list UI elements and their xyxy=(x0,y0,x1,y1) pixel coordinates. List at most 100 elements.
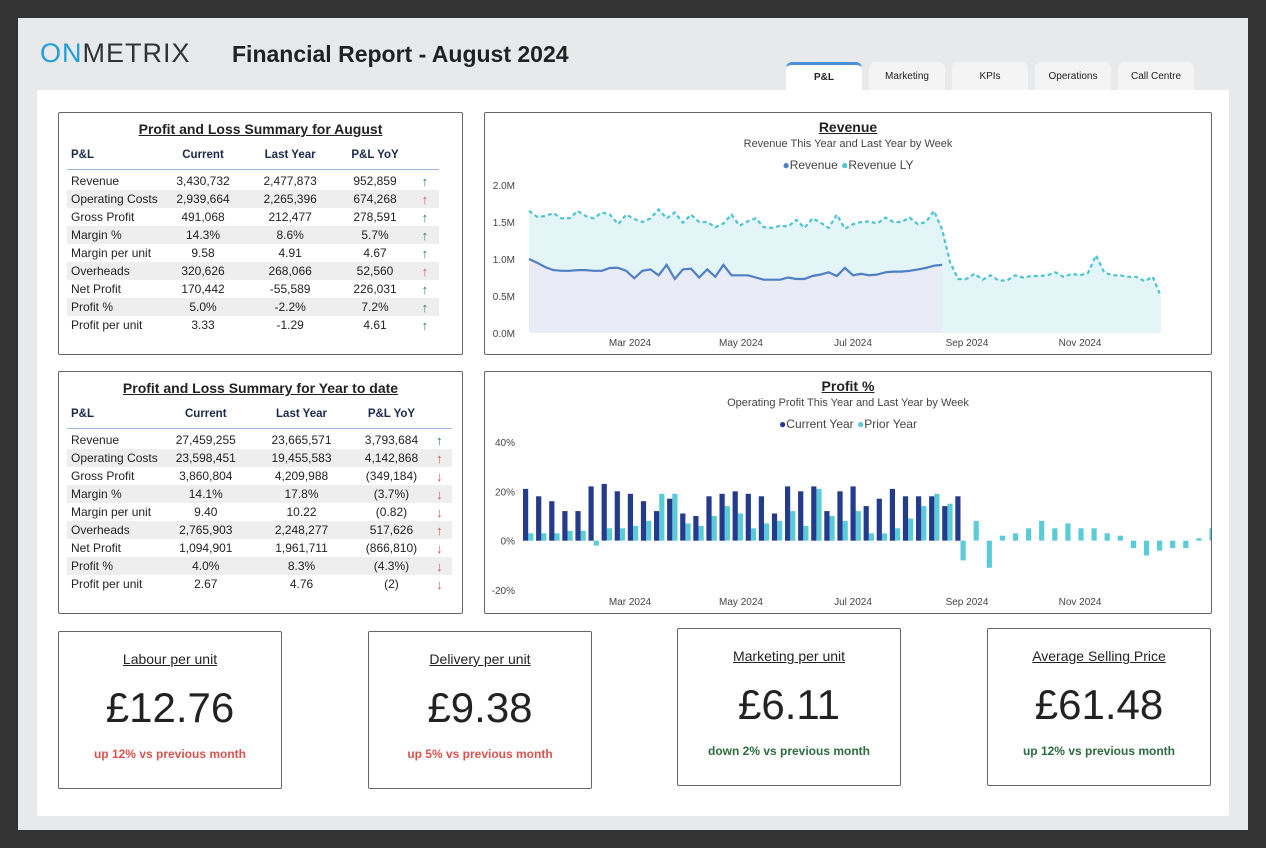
row-current: 2.67 xyxy=(194,577,218,591)
row-current: 1,094,901 xyxy=(179,541,233,555)
prior-year-bar xyxy=(567,530,573,541)
prior-year-bar xyxy=(908,518,914,541)
prior-year-bar xyxy=(777,520,783,541)
row-last-year: -2.2% xyxy=(241,298,340,316)
y-tick-label: 20% xyxy=(495,487,515,498)
kpi-card-delivery: Delivery per unit £9.38 up 5% vs previou… xyxy=(368,631,592,789)
prior-year-bar xyxy=(1183,540,1189,549)
row-last-year: 8.6% xyxy=(241,226,340,244)
current-year-bar xyxy=(654,511,660,541)
prior-year-bar xyxy=(829,516,835,541)
row-last-year: -55,589 xyxy=(269,282,311,296)
tab-marketing[interactable]: Marketing xyxy=(869,62,945,90)
kpi-note-labour: up 12% vs previous month xyxy=(93,747,247,761)
tab-kpis[interactable]: KPIs xyxy=(952,62,1028,90)
prior-year-bar xyxy=(895,528,901,541)
prior-year-bar xyxy=(659,493,665,541)
tab-operations[interactable]: Operations xyxy=(1035,62,1111,90)
prior-year-bar xyxy=(999,535,1005,541)
profit-chart-title: Profit % xyxy=(821,378,875,394)
prior-year-bar xyxy=(711,516,717,541)
row-label: Overheads xyxy=(67,521,165,539)
current-year-bar xyxy=(706,496,712,541)
col-header-trend xyxy=(410,141,439,170)
y-tick-label: 0.0M xyxy=(493,329,515,340)
arrow-down-icon: ↓ xyxy=(436,504,443,520)
kpi-value-marketing: £6.11 xyxy=(738,681,840,728)
table-row: Margin per unit 9.58 4.91 4.67 ↑ xyxy=(67,244,439,262)
current-year-bar xyxy=(889,488,895,541)
y-tick-label: 0.5M xyxy=(493,292,515,303)
row-label: Operating Costs xyxy=(67,190,165,208)
prior-year-bar xyxy=(685,523,691,541)
prior-year-bar xyxy=(646,520,652,541)
table-row: Overheads 320,626 268,066 52,560 ↑ xyxy=(67,262,439,280)
row-label: Gross Profit xyxy=(71,210,135,224)
row-current: 2,939,664 xyxy=(164,190,242,208)
x-tick-label: Mar 2024 xyxy=(609,597,652,608)
current-year-bar xyxy=(640,501,647,541)
row-label: Profit per unit xyxy=(71,318,143,332)
current-year-bar xyxy=(549,501,555,541)
y-tick-label: 1.0M xyxy=(493,255,515,266)
col-header-trend xyxy=(426,400,452,429)
prior-year-bar xyxy=(554,533,560,541)
prior-year-bar xyxy=(868,533,874,541)
table-row: Net Profit 170,442 -55,589 226,031 ↑ xyxy=(67,280,439,298)
current-year-bar xyxy=(837,491,843,541)
col-header-current: Current xyxy=(164,400,247,429)
row-last-year: 19,455,583 xyxy=(246,449,357,467)
table-row: Margin % 14.1% 17.8% (3.7%) ↓ xyxy=(67,485,452,503)
month-pl-body: Revenue 3,430,732 2,477,873 952,859 ↑ Operati… xyxy=(67,170,439,335)
kpi-note-asp: up 12% vs previous month xyxy=(1022,744,1176,758)
current-year-bar xyxy=(798,491,804,541)
row-current: 320,626 xyxy=(164,262,242,280)
arrow-up-icon: ↑ xyxy=(426,449,452,467)
table-row: Gross Profit 3,860,804 4,209,988 (349,184) ↓ xyxy=(67,467,452,485)
row-current: 3,860,804 xyxy=(179,469,233,483)
row-current: 3,430,732 xyxy=(176,174,230,188)
row-last-year: 212,477 xyxy=(268,210,312,224)
arrow-up-icon: ↑ xyxy=(421,173,429,189)
row-last-year: 23,665,571 xyxy=(271,433,332,447)
table-row: Operating Costs 23,598,451 19,455,583 4,142… xyxy=(67,449,452,467)
row-label: Profit % xyxy=(67,298,165,316)
kpi-title-labour: Labour per unit xyxy=(122,651,218,667)
arrow-down-icon: ↓ xyxy=(426,557,452,575)
tab-pl[interactable]: P&L xyxy=(786,62,862,90)
revenue-chart-card: Revenue Revenue This Year and Last Year … xyxy=(484,112,1212,355)
row-yoy: 4.67 xyxy=(363,246,387,260)
row-last-year: 4,209,988 xyxy=(274,469,329,483)
tab-call-centre[interactable]: Call Centre xyxy=(1118,62,1194,90)
prior-year-bar xyxy=(606,528,612,541)
arrow-down-icon: ↓ xyxy=(426,485,452,503)
legend-label-revenue-ly: Revenue LY xyxy=(848,158,914,172)
prior-year-bar xyxy=(921,506,927,541)
row-label: Profit per unit xyxy=(71,577,143,591)
current-year-bar xyxy=(863,506,869,541)
arrow-up-icon: ↑ xyxy=(426,521,452,539)
current-year-bar xyxy=(562,511,568,541)
kpi-note-marketing: down 2% vs previous month xyxy=(707,744,871,758)
table-row: Revenue 27,459,255 23,665,571 3,793,684 ↑ xyxy=(67,429,452,450)
x-tick-label: Sep 2024 xyxy=(946,338,989,349)
row-current: 491,068 xyxy=(181,210,225,224)
prior-year-bar xyxy=(724,506,730,541)
kpi-title-asp: Average Selling Price xyxy=(1032,648,1166,664)
prior-year-bar xyxy=(1039,520,1045,541)
x-tick-label: Sep 2024 xyxy=(946,597,989,608)
prior-year-bar xyxy=(934,493,940,541)
prior-year-bar xyxy=(986,540,992,568)
current-year-bar xyxy=(614,491,620,541)
col-header-current: Current xyxy=(164,141,242,170)
col-header-yoy: P&L YoY xyxy=(356,400,427,429)
current-year-bar xyxy=(575,511,581,541)
x-tick-label: Nov 2024 xyxy=(1059,338,1102,349)
prior-year-bar xyxy=(593,540,599,546)
legend-dot-current-year: ● xyxy=(779,417,787,431)
current-year-bar xyxy=(876,498,882,541)
arrow-up-icon: ↑ xyxy=(421,245,429,261)
row-current: 2,765,903 xyxy=(164,521,247,539)
ytd-pl-table: P&L Current Last Year P&L YoY Revenue 27,… xyxy=(67,400,452,593)
row-last-year: 2,265,396 xyxy=(241,190,340,208)
